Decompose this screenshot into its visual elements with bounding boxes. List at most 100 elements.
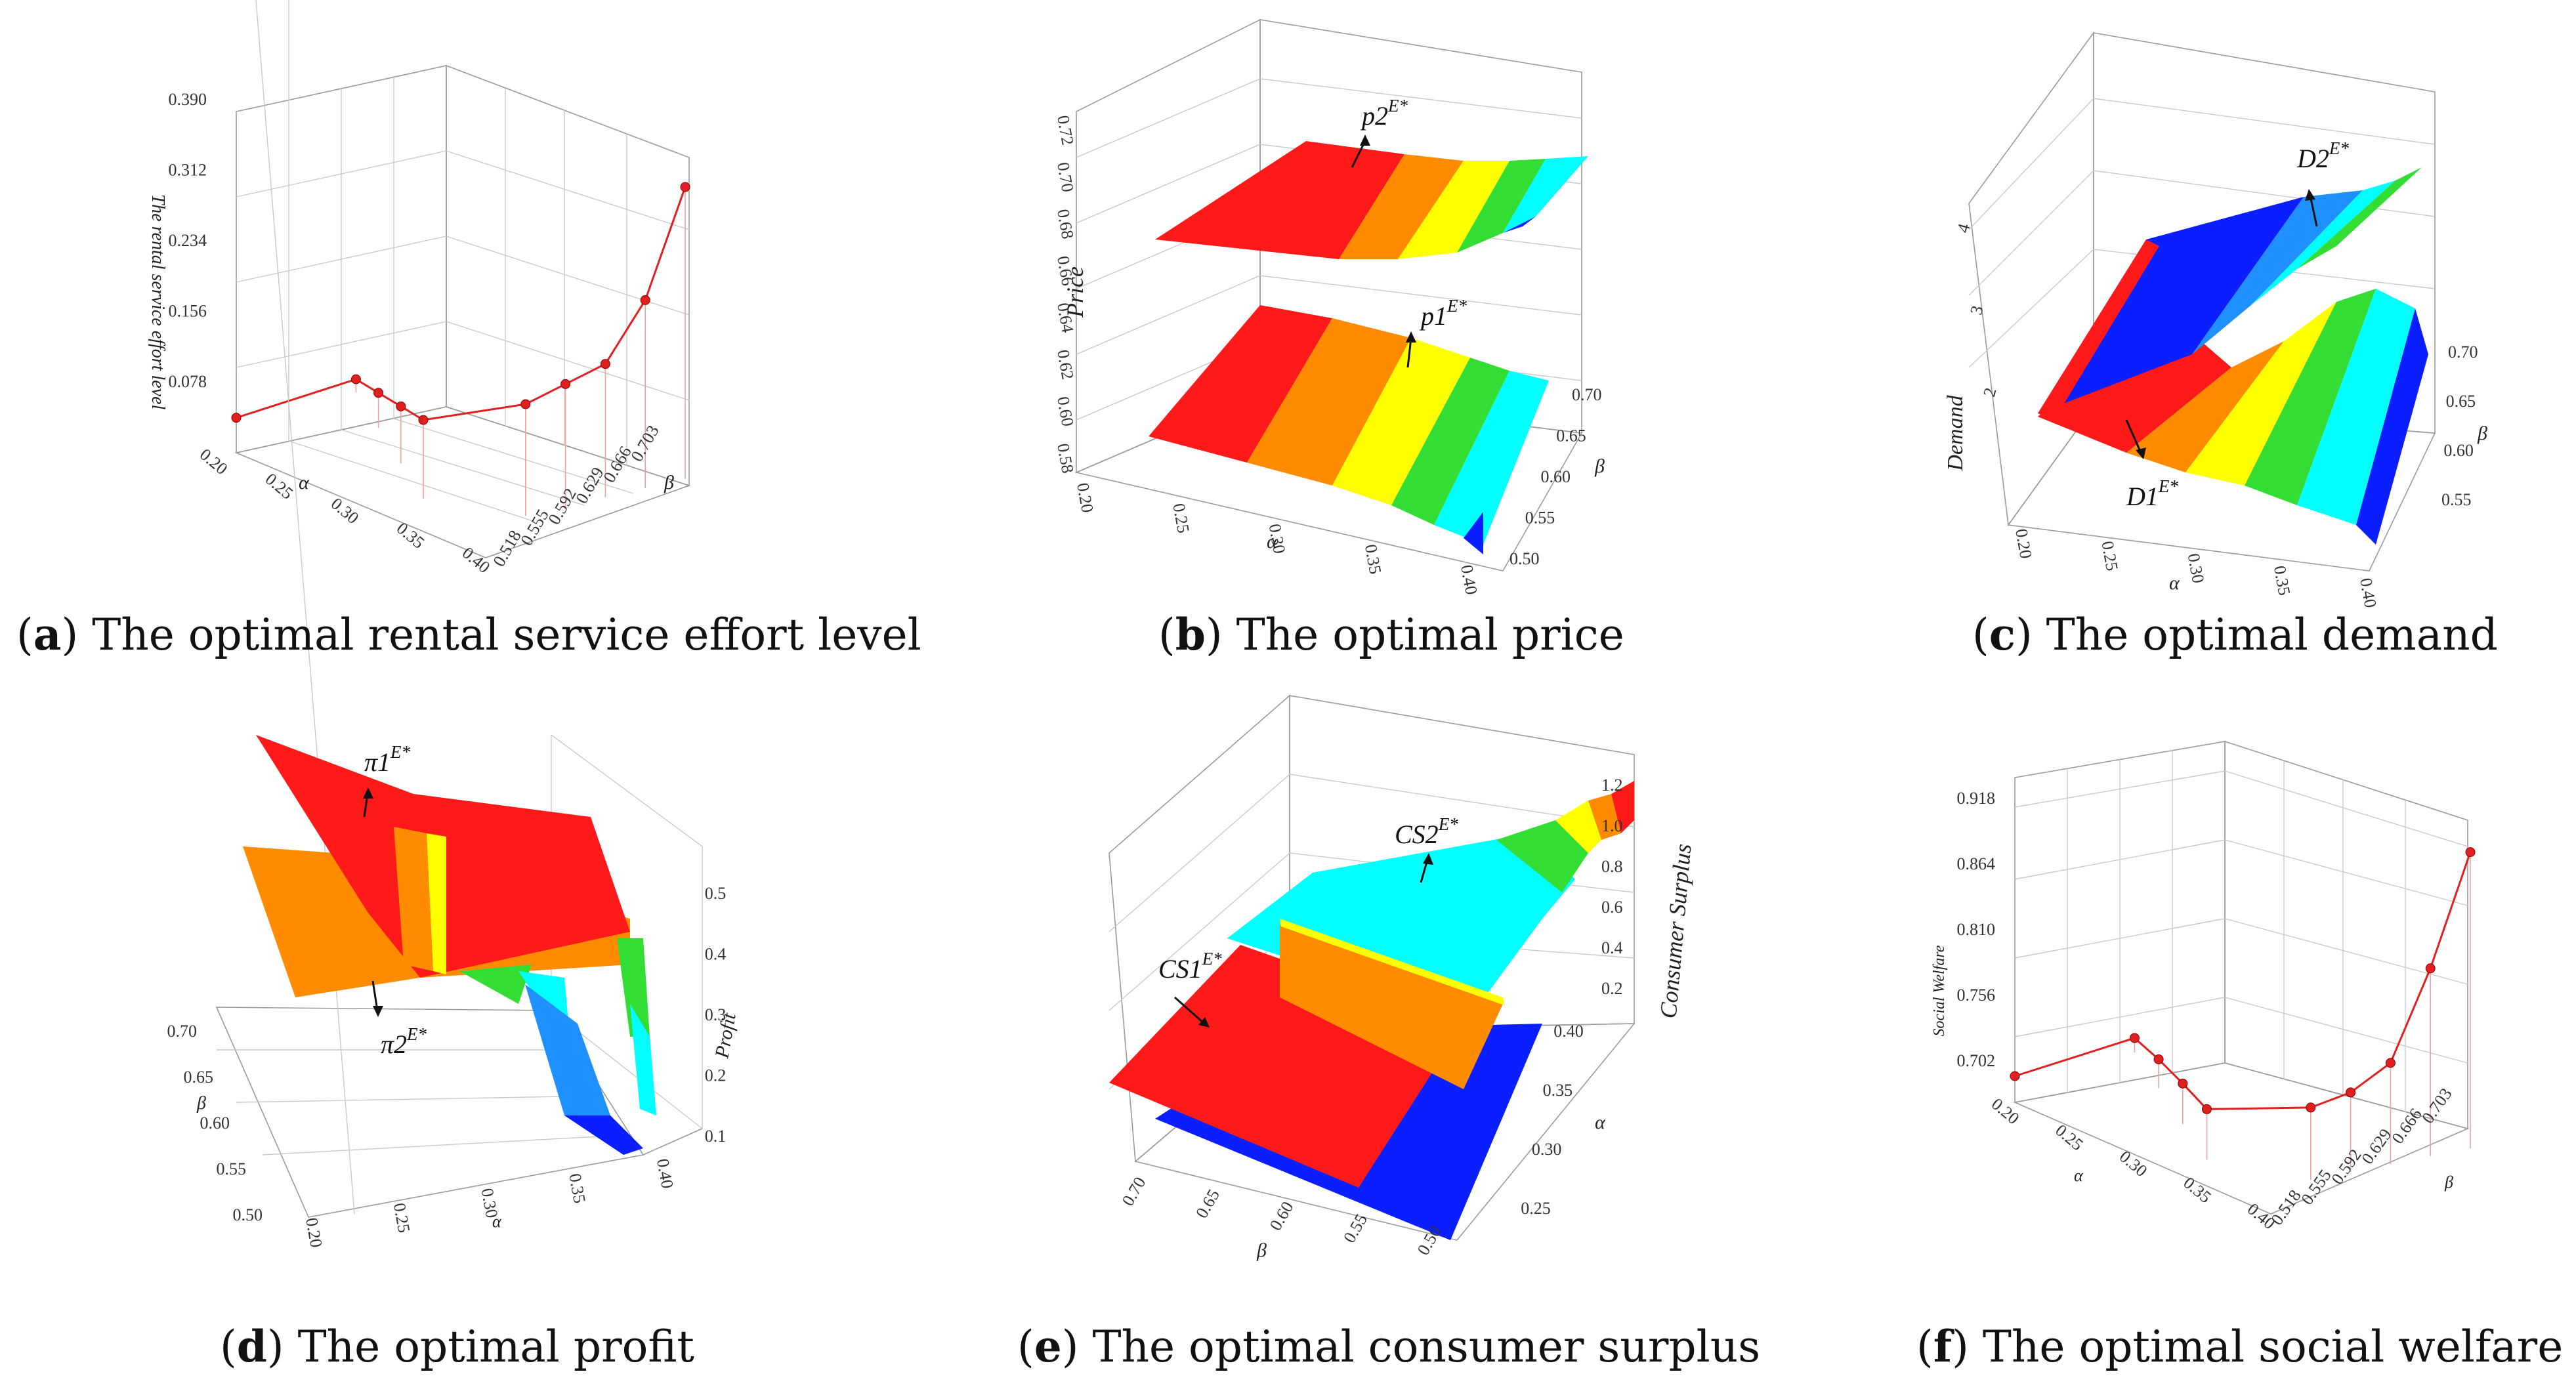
a-x-tick-0: 0.20 <box>196 445 231 478</box>
panel-b-surface-p2-yellow <box>1398 161 1510 259</box>
panel-d-y-ticks: 0.50 0.55 0.60 0.65 0.70 <box>167 1022 263 1224</box>
panel-f-x-ticks: 0.200.250.300.350.40 <box>1988 1094 2279 1233</box>
panel-b-x-label: α <box>1267 531 1278 552</box>
panel-f-points <box>2010 847 2476 1114</box>
e-y-tick-1: 0.65 <box>1192 1186 1223 1222</box>
panel-e-arrow-cs1 <box>1174 996 1205 1025</box>
panel-e-z-ticks: 0.2 0.4 0.6 0.8 1.0 1.2 <box>1601 776 1623 998</box>
panel-e-label-cs2-name: CS2 <box>1395 820 1439 849</box>
b-z-tick-7: 0.72 <box>1053 114 1077 147</box>
f-x-tick-2: 0.30 <box>2116 1147 2151 1180</box>
f-data-point <box>2306 1102 2316 1113</box>
panel-d-chart: π1E* π2E* 0.10.20.30.40.5 0.20 0.25 0.30 0.… <box>167 0 740 1249</box>
panel-d-surface-blue <box>564 1115 643 1155</box>
d-z-tick-0: 0.1 <box>705 1127 727 1146</box>
captions: (a) The optimal rental service effort le… <box>16 609 2563 1372</box>
panel-b-y-label: β <box>1594 455 1605 477</box>
panel-e-label-cs1-name: CS1 <box>1158 954 1202 984</box>
panel-c-y-label: β <box>2477 423 2487 444</box>
e-z-tick-4: 1.0 <box>1601 816 1623 835</box>
b-x-tick-4: 0.40 <box>1457 564 1481 596</box>
panel-d-surface-pi1-yellow-strip <box>427 833 446 974</box>
a-series-line <box>644 186 686 301</box>
f-series-line <box>2429 852 2472 969</box>
panel-f-y-label: β <box>2444 1173 2453 1192</box>
a-data-point <box>600 359 610 369</box>
panel-d-label-pi2-sup: E* <box>406 1024 427 1044</box>
panel-d-y-label: β <box>196 1093 206 1114</box>
b-y-tick-2: 0.60 <box>1541 467 1571 486</box>
d-y-tick-2: 0.60 <box>200 1114 230 1133</box>
a-series-line <box>423 403 526 421</box>
d-z-tick-1: 0.2 <box>705 1066 727 1085</box>
panel-b-surface-p1-red <box>1149 305 1332 463</box>
panel-b-arrow-p1 <box>1406 337 1412 368</box>
d-z-tick-3: 0.4 <box>705 945 727 964</box>
panel-c-label-d1-sup: E* <box>2158 476 2178 496</box>
panel-d-surface-green <box>459 965 532 1004</box>
panel-b-z-ticks: 0.580.600.620.640.660.680.700.72 <box>1053 114 1077 475</box>
a-z-tick-1: 0.156 <box>169 302 207 321</box>
panel-d-label-pi1: π1E* <box>364 742 411 777</box>
panel-e-y-label: β <box>1256 1239 1267 1261</box>
e-z-tick-1: 0.4 <box>1601 938 1623 957</box>
panel-b-surface-p1-cyan <box>1434 371 1549 545</box>
b-y-tick-3: 0.65 <box>1556 427 1586 446</box>
b-y-tick-1: 0.55 <box>1525 509 1555 528</box>
f-y-tick-3: 0.629 <box>2357 1125 2395 1168</box>
e-x-tick-2: 0.35 <box>1543 1081 1573 1100</box>
panel-c-label-d1-name: D1 <box>2126 482 2159 511</box>
panel-c-arrow-d1 <box>2125 419 2142 453</box>
panel-b-surface-p2-green <box>1457 159 1546 253</box>
f-y-tick-5: 0.703 <box>2418 1085 2455 1127</box>
f-data-point <box>2178 1078 2188 1089</box>
a-series-line <box>236 378 356 419</box>
caption-f: (f) The optimal social welfare <box>1916 1321 2563 1372</box>
panel-c-arrowhead-d1 <box>2136 448 2146 459</box>
f-z-tick-1: 0.756 <box>1957 986 1996 1005</box>
panel-d-x-label: α <box>492 1212 502 1231</box>
e-y-tick-0: 0.70 <box>1118 1174 1150 1209</box>
b-z-tick-5: 0.68 <box>1053 207 1077 240</box>
panel-d-label-pi2-name: π2 <box>381 1030 407 1059</box>
e-z-tick-2: 0.6 <box>1601 898 1623 917</box>
a-data-point <box>680 182 690 192</box>
f-series-line <box>2310 1091 2352 1109</box>
panel-e-surface-cs2-green <box>1496 820 1588 892</box>
panel-d-label-pi2: π2E* <box>381 1024 427 1059</box>
panel-c-chart: D2E* D1E* 234 0.20 0.25 0.30 0.35 0.40 0.550… <box>1943 31 2487 609</box>
panel-c-surface-d1-cyan <box>2297 289 2415 525</box>
f-series-line <box>2134 1037 2160 1060</box>
b-z-tick-2: 0.62 <box>1053 348 1077 381</box>
f-y-tick-2: 0.592 <box>2327 1146 2365 1188</box>
e-x-tick-3: 0.40 <box>1553 1022 1584 1041</box>
f-series-line <box>2206 1106 2311 1110</box>
caption-d-letter: d <box>237 1321 267 1372</box>
panel-a-z-label: The rental service effort level <box>148 194 168 410</box>
a-data-point <box>418 415 429 425</box>
panel-a-y-label: β <box>664 472 674 493</box>
panel-a-chart: 0.078 0.156 0.234 0.312 0.390 0.20 0.25 0.30 0.… <box>148 0 691 577</box>
panel-c-label-d2: D2E* <box>2296 138 2349 173</box>
caption-d: (d) The optimal profit <box>220 1321 694 1372</box>
panel-c-surface-d2-cyan <box>2251 180 2396 305</box>
b-y-tick-0: 0.50 <box>1510 549 1540 568</box>
f-data-point <box>2010 1071 2020 1081</box>
f-z-tick-0: 0.702 <box>1957 1051 1996 1070</box>
caption-e-letter: e <box>1034 1321 1062 1372</box>
f-y-tick-4: 0.666 <box>2388 1105 2425 1148</box>
a-data-point <box>350 374 361 385</box>
b-z-tick-1: 0.60 <box>1053 395 1077 428</box>
panel-b-label-p2: p2E* <box>1360 96 1408 131</box>
panel-c-label-d1: D1E* <box>2126 476 2178 511</box>
f-z-tick-3: 0.864 <box>1957 854 1996 873</box>
a-series-line <box>525 383 566 406</box>
caption-c: (c) The optimal demand <box>1972 609 2498 660</box>
f-series-line <box>2182 1083 2208 1110</box>
a-series-line <box>604 299 646 365</box>
panel-e-surface-cs2-cyan2 <box>1313 833 1575 919</box>
panel-b-label-p2-sup: E* <box>1387 96 1408 115</box>
f-data-point <box>2425 963 2436 974</box>
a-z-tick-2: 0.234 <box>169 231 207 250</box>
